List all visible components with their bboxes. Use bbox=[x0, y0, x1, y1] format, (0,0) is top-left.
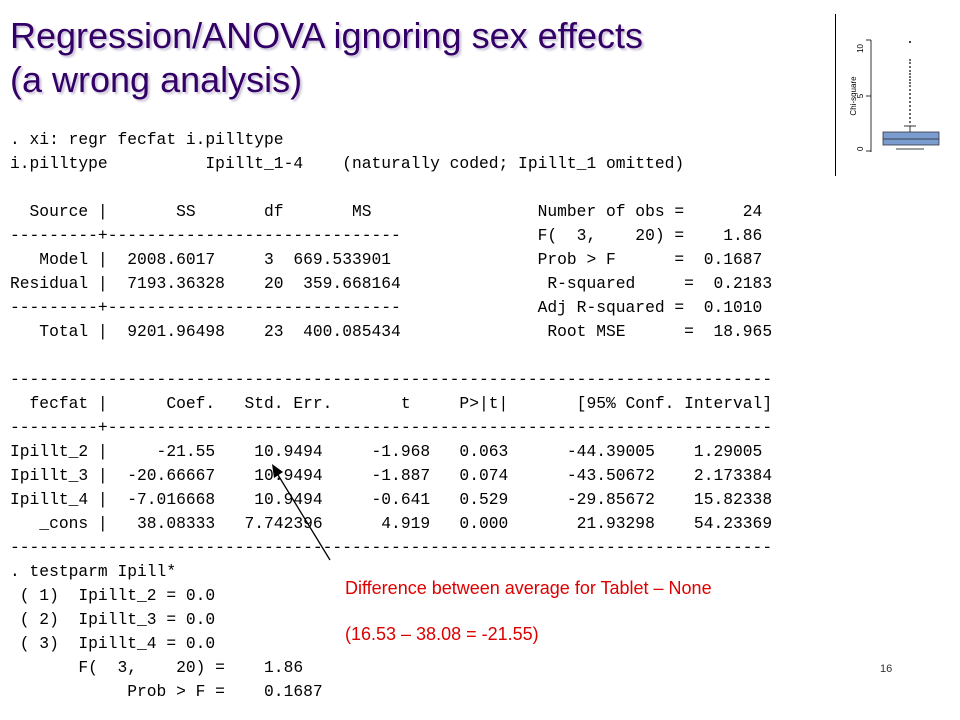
page-number: 16 bbox=[880, 663, 893, 675]
stata-line: _cons | 38.08333 7.742396 4.919 0.000 21… bbox=[10, 514, 773, 533]
stata-line: . xi: regr fecfat i.pilltype bbox=[10, 130, 284, 149]
stata-line: ----------------------------------------… bbox=[10, 370, 773, 389]
stata-line: ---------+------------------------------… bbox=[10, 226, 763, 245]
chi-square-boxplot-thumbnail: 10 5 0 Chi-square bbox=[846, 30, 946, 160]
stata-line: i.pilltype Ipillt_1-4 (naturally coded; … bbox=[10, 154, 685, 173]
tick-label-5: 5 bbox=[856, 93, 865, 98]
stata-line: . testparm Ipill* bbox=[10, 562, 177, 581]
stata-line: ( 1) Ipillt_2 = 0.0 bbox=[10, 586, 216, 605]
stata-line: Ipillt_2 | -21.55 10.9494 -1.968 0.063 -… bbox=[10, 442, 763, 461]
stata-line: F( 3, 20) = 1.86 bbox=[10, 658, 304, 677]
title-line-2: (a wrong analysis) bbox=[10, 59, 303, 100]
divider-line bbox=[835, 14, 836, 176]
slide-title: Regression/ANOVA ignoring sex effects (a… bbox=[10, 14, 830, 102]
annotation-line-2: (16.53 – 38.08 = -21.55) bbox=[345, 624, 539, 644]
stata-line: Total | 9201.96498 23 400.085434 Root MS… bbox=[10, 322, 773, 341]
boxplot-box bbox=[882, 131, 940, 146]
stata-line: ( 2) Ipillt_3 = 0.0 bbox=[10, 610, 216, 629]
outlier-points bbox=[909, 41, 911, 123]
stata-line: ---------+------------------------------… bbox=[10, 418, 773, 437]
title-line-1: Regression/ANOVA ignoring sex effects bbox=[10, 15, 643, 56]
stata-line: Source | SS df MS Number of obs = 24 bbox=[10, 202, 763, 221]
stata-line: ----------------------------------------… bbox=[10, 538, 773, 557]
stata-line: ( 3) Ipillt_4 = 0.0 bbox=[10, 634, 216, 653]
boxplot-y-label: Chi-square bbox=[849, 76, 858, 116]
stata-line: fecfat | Coef. Std. Err. t P>|t| [95% Co… bbox=[10, 394, 773, 413]
stata-line: ---------+------------------------------… bbox=[10, 298, 763, 317]
stata-line: Ipillt_3 | -20.66667 10.9494 -1.887 0.07… bbox=[10, 466, 773, 485]
tick-label-10: 10 bbox=[856, 43, 865, 52]
stata-line: Ipillt_4 | -7.016668 10.9494 -0.641 0.52… bbox=[10, 490, 773, 509]
stata-line: Model | 2008.6017 3 669.533901 Prob > F … bbox=[10, 250, 763, 269]
stata-regression-output: . xi: regr fecfat i.pilltype i.pilltype … bbox=[10, 128, 772, 704]
tick-label-0: 0 bbox=[856, 146, 865, 151]
annotation-line-1: Difference between average for Tablet – … bbox=[345, 578, 712, 598]
stata-line: Residual | 7193.36328 20 359.668164 R-sq… bbox=[10, 274, 773, 293]
stata-line: Prob > F = 0.1687 bbox=[10, 682, 323, 701]
